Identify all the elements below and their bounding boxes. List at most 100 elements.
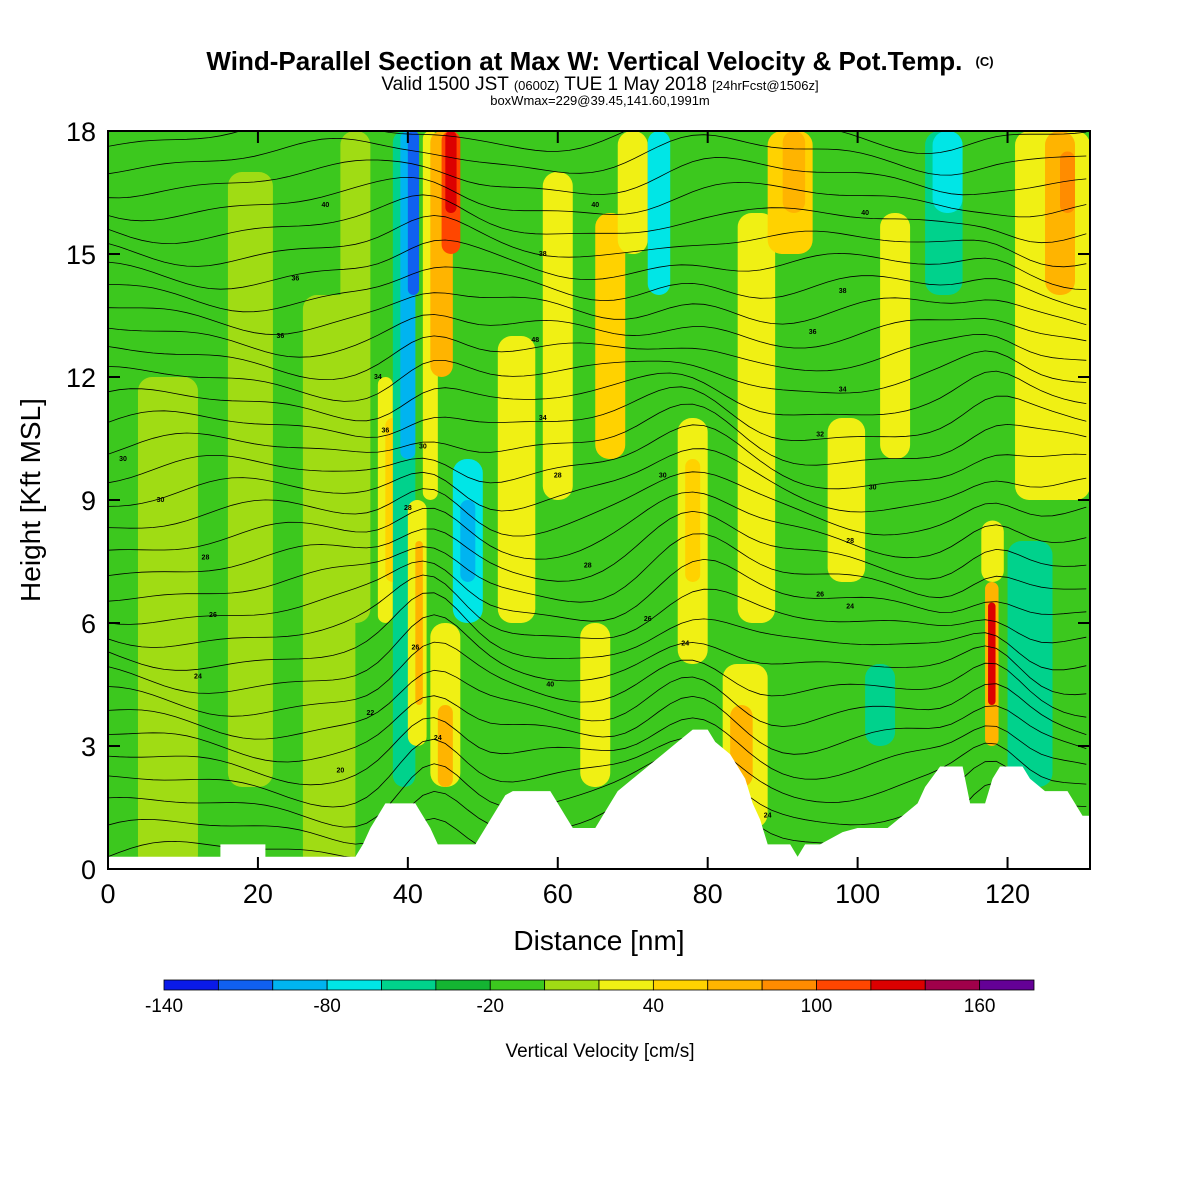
colorbar-swatch (816, 979, 872, 991)
x-tick-label: 0 (100, 879, 115, 909)
x-tick-label: 120 (985, 879, 1030, 909)
colorbar-swatch (435, 979, 491, 991)
velocity-band (445, 131, 457, 213)
theta-contour (108, 510, 1087, 582)
colorbar-swatch (544, 979, 600, 991)
theta-contour (108, 350, 1087, 402)
theta-contour (108, 176, 1087, 222)
velocity-band (437, 705, 453, 787)
colorbar-swatch (870, 979, 926, 991)
copyright-mark: (C) (976, 54, 994, 69)
theta-contour (108, 292, 1087, 336)
colorbar-swatch (489, 979, 546, 991)
x-tick-label: 20 (243, 879, 273, 909)
y-tick-label: 0 (81, 855, 96, 885)
y-tick-label: 9 (81, 486, 96, 516)
theta-contour (108, 737, 1087, 808)
velocity-band (497, 336, 536, 623)
svg-text:Valid 1500 JST (0600Z): Valid 1500 JST (0600Z) TUE 1 May 2018 [2… (381, 74, 818, 95)
theta-contour-label: 36 (292, 276, 300, 283)
theta-contour-label: 22 (366, 710, 374, 717)
y-axis-label: Height [Kft MSL] (15, 398, 46, 602)
velocity-band (880, 213, 911, 459)
theta-contour (108, 533, 1087, 603)
colorbar-swatch (326, 979, 382, 991)
velocity-band (737, 213, 776, 623)
theta-contours (108, 131, 1087, 869)
theta-contour (108, 574, 1087, 648)
theta-contour-label: 40 (546, 682, 554, 689)
theta-contour-label: 40 (591, 202, 599, 209)
x-tick-label: 60 (543, 879, 573, 909)
colorbar-swatch (163, 979, 219, 991)
velocity-field (108, 131, 1090, 869)
theta-contour (108, 314, 1087, 358)
theta-contour-label: 30 (119, 456, 127, 463)
velocity-band (415, 541, 423, 705)
colorbar-tick-label: 160 (964, 996, 996, 1017)
theta-contour (108, 558, 1087, 625)
theta-contour (108, 194, 1087, 245)
valid-time: Valid 1500 JST (381, 74, 509, 95)
colorbar-label: Vertical Velocity [cm/s] (505, 1041, 694, 1062)
theta-contour (108, 215, 1087, 268)
theta-contour-label: 30 (869, 485, 877, 492)
theta-contour-label: 28 (846, 538, 854, 545)
theta-contour-label: 28 (554, 472, 562, 479)
y-tick-label: 15 (66, 240, 96, 270)
velocity-band (340, 131, 371, 623)
theta-contour-label: 34 (839, 386, 847, 393)
colorbar-swatch (652, 979, 709, 991)
velocity-band (542, 172, 573, 500)
theta-contour-label: 24 (764, 813, 772, 820)
velocity-band (595, 213, 626, 459)
terrain-mask (108, 729, 1090, 869)
y-tick-label: 18 (66, 117, 96, 147)
velocity-band (827, 418, 866, 582)
theta-contour-label: 26 (644, 616, 652, 623)
theta-contour (108, 592, 1087, 671)
theta-contour (108, 424, 1087, 490)
theta-contour-label: 36 (277, 333, 285, 340)
velocity-band (988, 602, 996, 705)
theta-contour-label: 28 (584, 563, 592, 570)
velocity-band (685, 459, 701, 582)
colorbar-tick-label: -20 (477, 996, 504, 1017)
velocity-band (782, 131, 806, 213)
theta-contour-label: 48 (531, 337, 539, 344)
theta-contour-label: 30 (419, 444, 427, 451)
velocity-band (227, 172, 273, 787)
theta-contour-label: 28 (404, 505, 412, 512)
theta-contour-label: 30 (659, 472, 667, 479)
theta-contour (108, 614, 1087, 696)
terrain (108, 729, 1090, 869)
velocity-band (1060, 151, 1076, 213)
theta-contour-label: 26 (411, 645, 419, 652)
colorbar-tick-label: 40 (643, 996, 664, 1017)
velocity-band (617, 131, 648, 254)
velocity-band (460, 500, 476, 582)
colorbar-swatch (217, 979, 274, 991)
x-tick-label: 100 (835, 879, 880, 909)
x-axis-label: Distance [nm] (513, 925, 684, 956)
theta-contour (108, 448, 1087, 513)
theta-contour (108, 695, 1087, 763)
theta-contour (108, 471, 1087, 537)
theta-contour (108, 386, 1087, 442)
theta-contour-label: 24 (846, 604, 854, 611)
colorbar-swatch (979, 979, 1035, 991)
y-tick-label: 6 (81, 609, 96, 639)
velocity-band (1007, 541, 1053, 787)
theta-contour-label: 36 (381, 427, 389, 434)
colorbar-swatch (707, 979, 763, 991)
theta-contour-label: 40 (321, 202, 329, 209)
x-tick-label: 80 (693, 879, 723, 909)
chart-title: Wind-Parallel Section at Max W: Vertical… (206, 46, 962, 76)
theta-contour (108, 669, 1087, 740)
colorbar-swatch (761, 979, 817, 991)
theta-contour-label: 24 (681, 641, 689, 648)
y-tick-label: 3 (81, 732, 96, 762)
velocity-band (580, 623, 611, 787)
theta-contour (108, 641, 1087, 718)
